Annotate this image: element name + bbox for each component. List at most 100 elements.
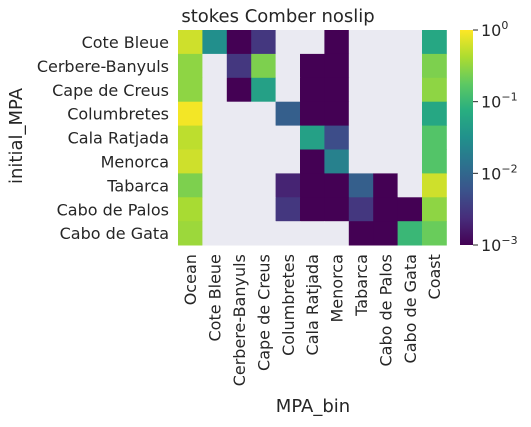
heatmap-cell bbox=[202, 173, 228, 198]
heatmap-cell bbox=[202, 221, 228, 246]
heatmap-cell bbox=[422, 30, 447, 55]
colorbar-tick-label: 100 bbox=[481, 19, 508, 40]
heatmap-cell bbox=[178, 149, 203, 174]
colorbar-tick-label: 10−2 bbox=[481, 162, 518, 183]
heatmap-cell bbox=[324, 197, 350, 222]
heatmap-cell bbox=[178, 30, 203, 55]
column-label: Cape de Creus bbox=[254, 254, 273, 371]
heatmap-cell bbox=[348, 173, 374, 198]
heatmap-cell bbox=[178, 197, 203, 222]
heatmap-cell bbox=[300, 30, 325, 55]
row-label: Cerbere-Banyuls bbox=[37, 57, 169, 76]
heatmap-cell bbox=[226, 101, 252, 126]
heatmap-cell bbox=[226, 125, 252, 150]
column-label: Cerbere-Banyuls bbox=[230, 254, 249, 386]
heatmap-cell bbox=[348, 125, 374, 150]
column-label: Cabo de Palos bbox=[376, 254, 395, 366]
colorbar-tick-label: 10−3 bbox=[481, 234, 518, 255]
heatmap-cell bbox=[422, 125, 447, 150]
heatmap-cell bbox=[397, 30, 423, 55]
heatmap-cell bbox=[275, 101, 301, 126]
heatmap-cell bbox=[300, 149, 325, 174]
heatmap-cell bbox=[300, 77, 325, 103]
column-label: Tabarca bbox=[352, 254, 371, 317]
heatmap-cell bbox=[397, 53, 423, 79]
heatmap-cell bbox=[226, 77, 252, 103]
heatmap-cell bbox=[373, 149, 398, 174]
heatmap-cell bbox=[275, 30, 301, 55]
heatmap-cell bbox=[178, 125, 203, 150]
heatmap-cell bbox=[422, 53, 447, 79]
row-label: Cabo de Gata bbox=[60, 224, 169, 243]
heatmap-cell bbox=[178, 53, 203, 79]
heatmap-cell bbox=[348, 53, 374, 79]
heatmap-cell bbox=[348, 149, 374, 174]
heatmap-cell bbox=[397, 221, 423, 246]
heatmap-cell bbox=[373, 77, 398, 103]
colorbar-ticks: 100 10−1 10−2 10−3 bbox=[473, 19, 518, 255]
heatmap-cell bbox=[324, 125, 350, 150]
heatmap-cell bbox=[397, 77, 423, 103]
heatmap-cell bbox=[226, 221, 252, 246]
heatmap-cell bbox=[226, 173, 252, 198]
heatmap-cell bbox=[251, 221, 276, 246]
heatmap-cell bbox=[348, 30, 374, 55]
heatmap-cell bbox=[422, 77, 447, 103]
heatmap-cell bbox=[275, 173, 301, 198]
heatmap-cell bbox=[324, 77, 350, 103]
heatmap-cell bbox=[300, 101, 325, 126]
row-label: Cape de Creus bbox=[52, 81, 169, 100]
heatmap-cell bbox=[251, 125, 276, 150]
heatmap-cell bbox=[300, 197, 325, 222]
column-labels: Ocean Cote Bleue Cerbere-Banyuls Cape de Cr… bbox=[181, 254, 444, 386]
heatmap-cell bbox=[251, 173, 276, 198]
heatmap-cell bbox=[397, 173, 423, 198]
heatmap-cell bbox=[324, 30, 350, 55]
heatmap-cell bbox=[324, 173, 350, 198]
row-label: Cote Bleue bbox=[82, 33, 169, 52]
chart-title: stokes Comber noslip bbox=[181, 6, 374, 27]
heatmap-cell bbox=[373, 197, 398, 222]
heatmap-cell bbox=[251, 53, 276, 79]
heatmap-cell bbox=[202, 77, 228, 103]
heatmap-cell bbox=[373, 221, 398, 246]
heatmap-cell bbox=[373, 173, 398, 198]
heatmap-cell bbox=[373, 125, 398, 150]
heatmap-cell bbox=[251, 149, 276, 174]
heatmap-cell bbox=[422, 197, 447, 222]
heatmap-cell bbox=[348, 221, 374, 246]
row-label: Columbretes bbox=[67, 105, 169, 124]
heatmap-cell bbox=[324, 149, 350, 174]
colorbar bbox=[460, 30, 473, 245]
heatmap-cell bbox=[324, 101, 350, 126]
heatmap-cell bbox=[202, 197, 228, 222]
column-label: Columbretes bbox=[279, 254, 298, 356]
heatmap-cell bbox=[422, 149, 447, 174]
heatmap-cell bbox=[202, 30, 228, 55]
heatmap-cell bbox=[275, 197, 301, 222]
heatmap-cell bbox=[397, 149, 423, 174]
heatmap-cell bbox=[373, 101, 398, 126]
heatmap-cell bbox=[251, 77, 276, 103]
heatmap-cell bbox=[202, 149, 228, 174]
heatmap-cell bbox=[348, 101, 374, 126]
heatmap-cell bbox=[324, 53, 350, 79]
heatmap-cell bbox=[251, 101, 276, 126]
heatmap-cell bbox=[348, 197, 374, 222]
heatmap-cell bbox=[226, 197, 252, 222]
row-labels: Cote Bleue Cerbere-Banyuls Cape de Creus Co… bbox=[37, 33, 169, 243]
heatmap-cell bbox=[373, 30, 398, 55]
heatmap-cell bbox=[275, 149, 301, 174]
heatmap-cell bbox=[178, 101, 203, 126]
heatmap-cell bbox=[251, 30, 276, 55]
column-label: Ocean bbox=[181, 254, 200, 305]
heatmap-cell bbox=[397, 125, 423, 150]
colorbar-tick-label: 10−1 bbox=[481, 91, 518, 112]
heatmap-cell bbox=[300, 173, 325, 198]
heatmap-cell bbox=[178, 173, 203, 198]
row-label: Cabo de Palos bbox=[57, 200, 169, 219]
y-axis-label: initial_MPA bbox=[6, 87, 27, 184]
column-label: Cabo de Gata bbox=[401, 254, 420, 363]
heatmap-cell bbox=[178, 221, 203, 246]
heatmap-cell bbox=[275, 53, 301, 79]
